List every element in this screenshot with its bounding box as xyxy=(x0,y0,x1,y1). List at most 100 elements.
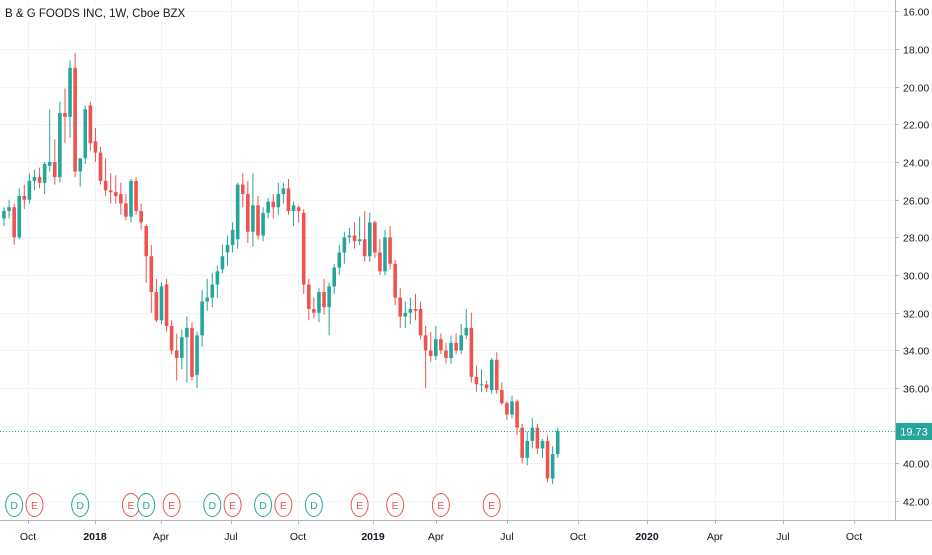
candle xyxy=(317,288,321,323)
time-tick-label: Apr xyxy=(707,531,724,543)
price-tick-label: 18.00 xyxy=(903,45,929,57)
candle xyxy=(144,224,149,283)
candle xyxy=(388,226,392,270)
earnings-marker[interactable]: E xyxy=(162,493,181,517)
dividend-marker[interactable]: D xyxy=(71,493,90,517)
candle xyxy=(180,329,184,370)
candle-body xyxy=(164,284,169,326)
earnings-marker[interactable]: E xyxy=(223,493,242,517)
candle xyxy=(195,331,199,389)
price-tick-label: 20.00 xyxy=(903,83,929,95)
event-marker-letter: E xyxy=(392,500,399,512)
candle-body xyxy=(489,359,494,390)
candle xyxy=(113,175,118,204)
earnings-marker-circle xyxy=(274,493,293,517)
time-tick-label: 2020 xyxy=(635,531,659,543)
candle-body xyxy=(454,342,458,351)
dividend-marker[interactable]: D xyxy=(254,493,273,517)
candle xyxy=(124,194,128,221)
event-marker-letter: D xyxy=(10,500,18,512)
dividend-marker[interactable]: D xyxy=(137,493,156,517)
candle-body xyxy=(7,207,11,212)
candle-body xyxy=(515,401,519,428)
candle xyxy=(373,220,377,259)
candle-body xyxy=(93,141,98,153)
candle-body xyxy=(505,403,509,415)
candle-body xyxy=(47,162,52,166)
candle xyxy=(246,180,250,244)
candle-body xyxy=(388,237,392,264)
candle xyxy=(312,297,316,319)
dividend-marker[interactable]: D xyxy=(5,493,24,517)
candle xyxy=(418,301,423,340)
candle xyxy=(271,194,276,219)
candle xyxy=(58,101,62,183)
candle-body xyxy=(464,327,469,336)
dividend-marker[interactable]: D xyxy=(304,493,323,517)
price-tick-label: 32.00 xyxy=(903,309,929,321)
price-tick-label: 34.00 xyxy=(903,346,929,358)
candle xyxy=(190,322,194,381)
candle xyxy=(525,431,530,466)
earnings-marker[interactable]: E xyxy=(122,493,140,517)
candle xyxy=(428,331,433,362)
earnings-marker[interactable]: E xyxy=(386,493,405,517)
price-tick-label: 36.00 xyxy=(903,384,929,396)
candle-body xyxy=(510,401,514,415)
candle xyxy=(479,369,484,392)
candle xyxy=(215,265,220,298)
candle xyxy=(403,301,408,328)
candle-body xyxy=(342,237,347,253)
candle-body xyxy=(540,440,545,449)
candle-body xyxy=(291,205,296,212)
earnings-marker[interactable]: E xyxy=(350,493,369,517)
earnings-marker[interactable]: E xyxy=(25,493,44,517)
candle-body xyxy=(119,194,123,204)
time-tick-label: Jul xyxy=(776,531,789,543)
candle xyxy=(535,423,540,455)
candle xyxy=(408,297,413,325)
candle-body xyxy=(129,180,133,217)
candle-body xyxy=(307,284,311,309)
candle xyxy=(327,282,331,336)
candle xyxy=(276,182,281,215)
candle-body xyxy=(205,297,209,302)
candle-body xyxy=(68,67,72,117)
candle-body xyxy=(159,286,164,321)
candle xyxy=(423,325,428,389)
candle xyxy=(367,212,372,262)
candle xyxy=(205,278,209,311)
candle-body xyxy=(434,339,438,357)
last-price-badge: 19.73 xyxy=(896,423,932,440)
candle xyxy=(200,290,204,347)
candle-body xyxy=(113,192,118,196)
time-tick-label: Oct xyxy=(290,531,306,543)
title-backdrop xyxy=(0,4,170,22)
dividend-marker[interactable]: D xyxy=(203,493,222,517)
earnings-marker[interactable]: E xyxy=(431,493,450,517)
time-tick-label: Apr xyxy=(153,531,170,543)
event-marker-letter: E xyxy=(437,500,444,512)
candle-body xyxy=(180,337,184,358)
candle xyxy=(281,182,286,204)
earnings-marker[interactable]: E xyxy=(274,493,293,517)
candle-body xyxy=(439,339,443,351)
candle-body xyxy=(296,207,301,212)
candle xyxy=(169,320,174,355)
earnings-marker-circle xyxy=(431,493,450,517)
time-axis[interactable]: Oct 2018 Apr Jul Oct 2019 Apr Jul Oct 2020 Apr Jul O… xyxy=(20,520,862,543)
earnings-marker-circle xyxy=(25,493,44,517)
candle-body xyxy=(139,211,143,223)
candle-body xyxy=(63,113,67,117)
candle xyxy=(378,239,382,276)
candle-body xyxy=(32,177,37,181)
price-tick-label: 24.00 xyxy=(903,158,929,170)
candle xyxy=(129,178,133,223)
earnings-marker[interactable]: E xyxy=(482,493,501,517)
candle-body xyxy=(413,308,418,311)
plot-area[interactable] xyxy=(0,0,895,520)
candle-body xyxy=(37,177,42,183)
candle xyxy=(520,423,524,464)
